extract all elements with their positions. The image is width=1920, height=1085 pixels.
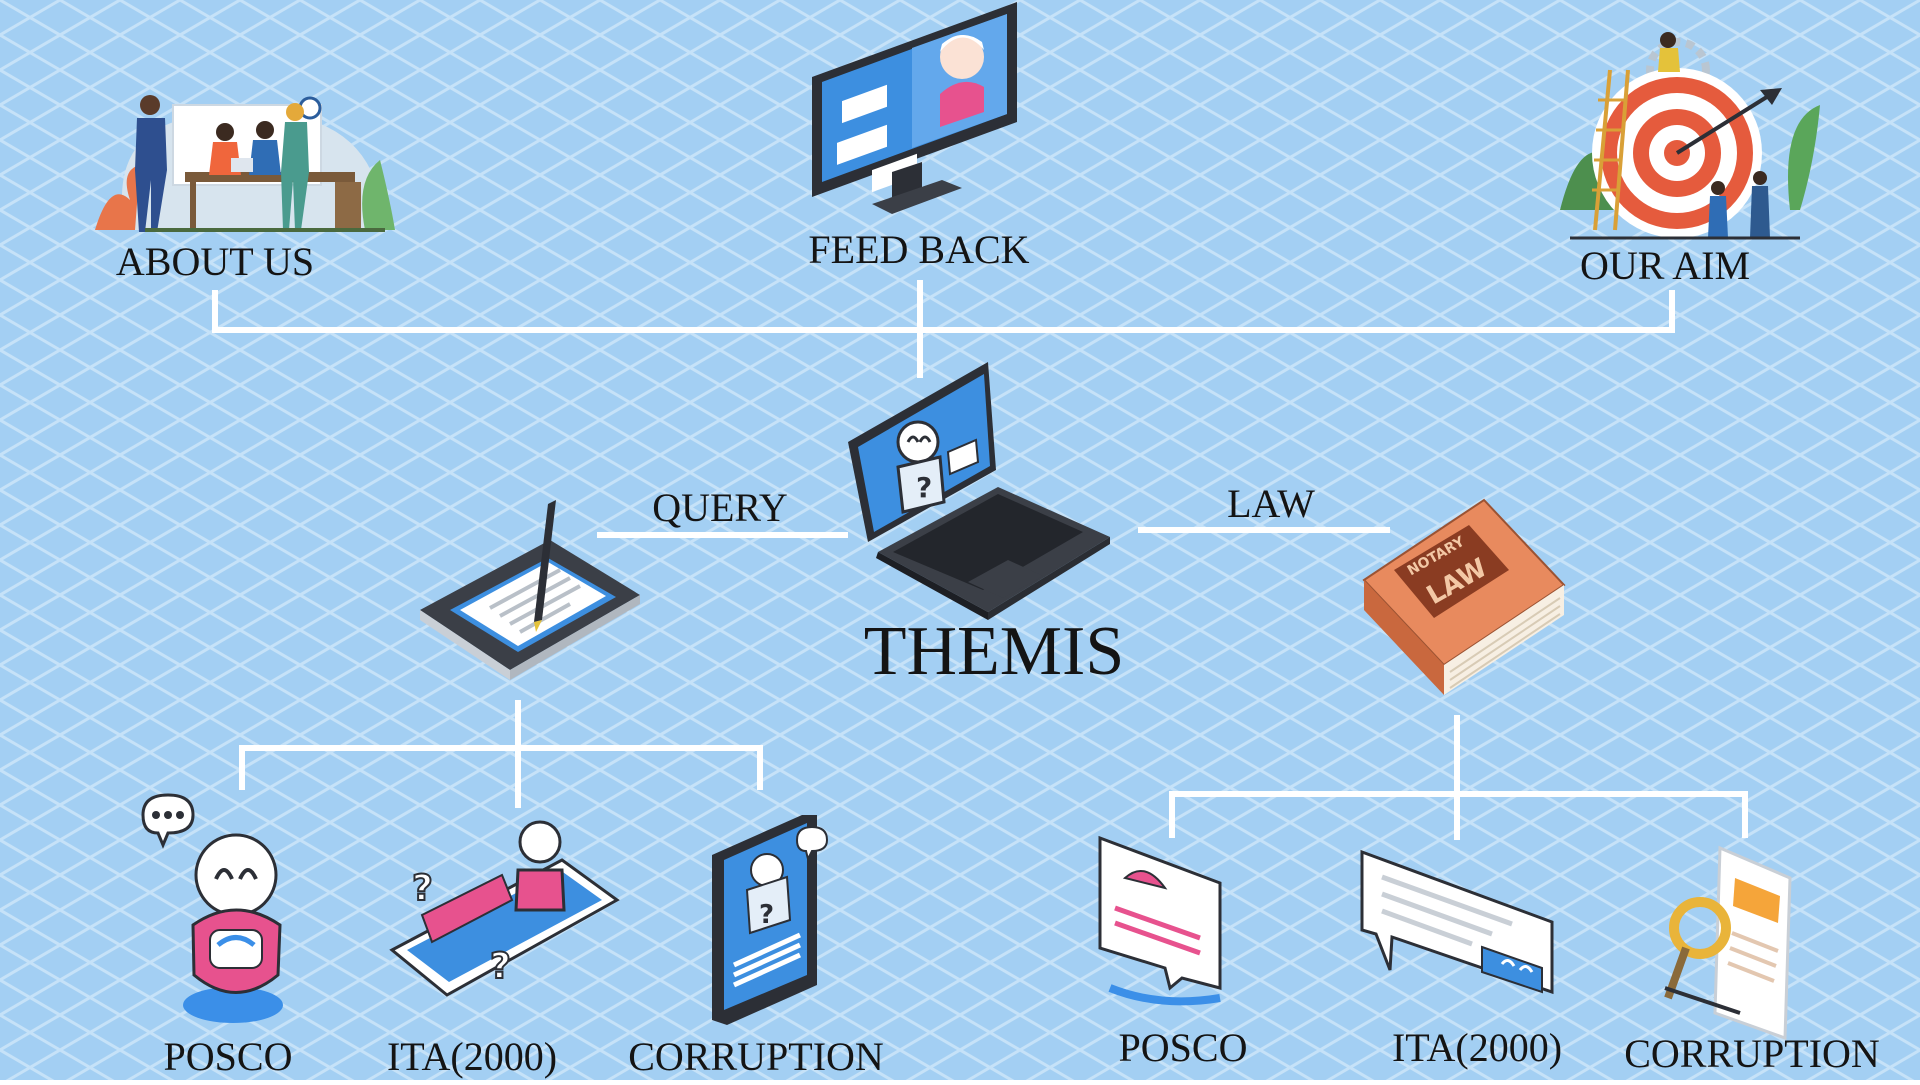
phone-robot-question-icon[interactable]: ? ? bbox=[389, 820, 620, 997]
connector-top-bus bbox=[212, 290, 1675, 333]
team-meeting-icon[interactable] bbox=[95, 95, 395, 232]
query-edge-label: QUERY bbox=[652, 485, 788, 530]
svg-text:?: ? bbox=[412, 868, 433, 909]
law-edge-label: LAW bbox=[1227, 481, 1315, 526]
target-dart-icon[interactable] bbox=[1560, 32, 1820, 240]
connector-left-bus bbox=[239, 745, 763, 790]
left-ita-label[interactable]: ITA(2000) bbox=[386, 1034, 558, 1079]
left-corruption-label[interactable]: CORRUPTION bbox=[628, 1034, 884, 1079]
monitor-chat-icon[interactable] bbox=[812, 2, 1017, 214]
law-book-icon[interactable]: NOTARY LAW bbox=[1362, 498, 1566, 695]
right-posco-label[interactable]: POSCO bbox=[1118, 1025, 1248, 1070]
message-card-icon[interactable] bbox=[1098, 835, 1222, 1006]
connectors bbox=[212, 280, 1748, 840]
right-ita-label[interactable]: ITA(2000) bbox=[1391, 1025, 1563, 1070]
connector-right-bus bbox=[1169, 791, 1748, 838]
tablet-pen-icon[interactable] bbox=[420, 500, 640, 680]
our-aim-label[interactable]: OUR AIM bbox=[1579, 243, 1751, 288]
svg-text:?: ? bbox=[916, 471, 932, 504]
smartphone-robot-icon[interactable]: ? bbox=[712, 815, 829, 1025]
document-magnifier-icon[interactable] bbox=[1664, 845, 1792, 1041]
feedback-label[interactable]: FEED BACK bbox=[808, 227, 1030, 272]
laptop-chatbot-icon[interactable]: ? bbox=[848, 362, 1110, 620]
center-title: THEMIS bbox=[863, 613, 1125, 690]
chatbot-robot-icon[interactable] bbox=[141, 793, 283, 1023]
speech-bubble-icon[interactable] bbox=[1360, 849, 1554, 995]
left-posco-label[interactable]: POSCO bbox=[163, 1034, 293, 1079]
right-corruption-label[interactable]: CORRUPTION bbox=[1624, 1031, 1880, 1076]
about-us-label[interactable]: ABOUT US bbox=[115, 239, 315, 284]
svg-text:?: ? bbox=[490, 946, 511, 987]
svg-text:?: ? bbox=[759, 900, 774, 930]
